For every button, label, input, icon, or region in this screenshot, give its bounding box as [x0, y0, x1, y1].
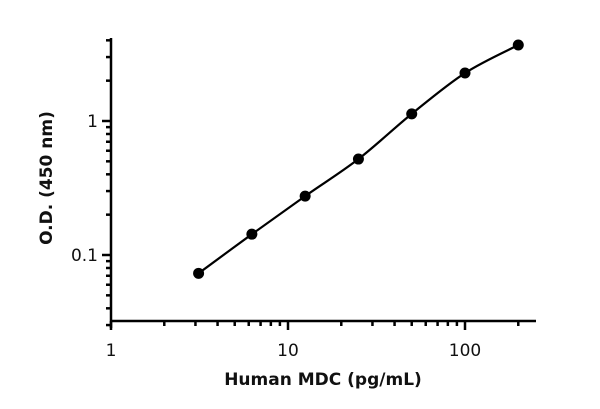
- data-points: [193, 39, 524, 279]
- x-tick-label: 1: [106, 341, 117, 361]
- data-point: [406, 108, 418, 120]
- y-tick-label: 1: [87, 112, 98, 132]
- y-tick-labels: 0.11: [71, 112, 98, 266]
- data-point: [246, 228, 258, 240]
- x-axis: [109, 319, 536, 330]
- y-tick-label: 0.1: [71, 246, 98, 266]
- x-tick-label: 10: [277, 341, 299, 361]
- x-tick-label: 100: [449, 341, 481, 361]
- x-tick-labels: 1 10 100: [106, 341, 482, 361]
- data-point: [299, 190, 311, 202]
- y-axis-title: O.D. (450 nm): [37, 111, 57, 245]
- data-point: [193, 267, 205, 279]
- data-point: [459, 67, 471, 79]
- x-axis-title: Human MDC (pg/mL): [224, 370, 422, 390]
- data-point: [512, 39, 524, 51]
- data-point: [352, 153, 364, 165]
- y-axis: [102, 38, 113, 328]
